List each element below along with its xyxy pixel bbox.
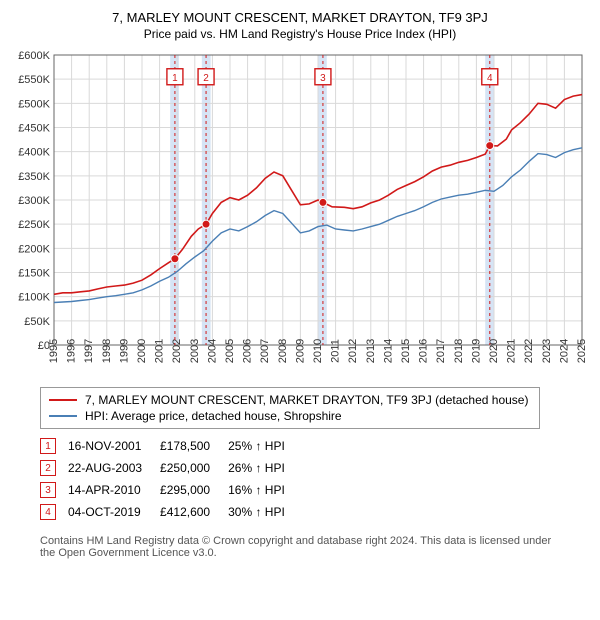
legend-label: 7, MARLEY MOUNT CRESCENT, MARKET DRAYTON… (85, 393, 528, 407)
x-tick-label: 2018 (453, 339, 465, 363)
row-date: 22-AUG-2003 (68, 457, 160, 479)
y-tick-label: £150K (18, 268, 50, 280)
y-tick-label: £100K (18, 292, 50, 304)
legend-label: HPI: Average price, detached house, Shro… (85, 409, 342, 423)
x-tick-label: 2007 (259, 339, 271, 363)
table-row: 3 14-APR-2010£295,00016% ↑ HPI (40, 479, 303, 501)
x-tick-label: 1996 (66, 339, 78, 363)
y-tick-label: £550K (18, 74, 50, 86)
x-tick-label: 2006 (242, 339, 254, 363)
legend-row: HPI: Average price, detached house, Shro… (49, 408, 531, 424)
row-date: 16-NOV-2001 (68, 435, 160, 457)
x-tick-label: 2024 (558, 339, 570, 363)
x-tick-label: 2013 (365, 339, 377, 363)
y-tick-label: £350K (18, 171, 50, 183)
x-tick-label: 2008 (277, 339, 289, 363)
x-tick-label: 2003 (189, 339, 201, 363)
x-tick-label: 1999 (118, 339, 130, 363)
x-tick-label: 2014 (382, 339, 394, 363)
x-tick-label: 2023 (541, 339, 553, 363)
x-tick-label: 1998 (101, 339, 113, 363)
row-date: 04-OCT-2019 (68, 501, 160, 523)
x-tick-label: 2005 (224, 339, 236, 363)
footer-attribution: Contains HM Land Registry data © Crown c… (40, 529, 560, 569)
row-price: £250,000 (160, 457, 228, 479)
transaction-marker-num: 3 (320, 73, 326, 84)
y-tick-label: £300K (18, 195, 50, 207)
transactions-table: 1 16-NOV-2001£178,50025% ↑ HPI 2 22-AUG-200… (40, 435, 592, 523)
x-tick-label: 2010 (312, 339, 324, 363)
y-tick-label: £500K (18, 98, 50, 110)
transaction-marker-num: 1 (172, 73, 178, 84)
row-marker: 2 (40, 460, 56, 476)
legend: 7, MARLEY MOUNT CRESCENT, MARKET DRAYTON… (40, 387, 540, 429)
x-tick-label: 2016 (418, 339, 430, 363)
x-tick-label: 2011 (330, 339, 342, 363)
y-tick-label: £450K (18, 123, 50, 135)
chart-svg: £0£50K£100K£150K£200K£250K£300K£350K£400… (8, 49, 592, 379)
row-date: 14-APR-2010 (68, 479, 160, 501)
x-tick-label: 2015 (400, 339, 412, 363)
row-price: £295,000 (160, 479, 228, 501)
row-delta: 25% ↑ HPI (228, 435, 303, 457)
x-tick-label: 1997 (83, 339, 95, 363)
row-marker: 1 (40, 438, 56, 454)
legend-swatch (49, 415, 77, 417)
transaction-marker-num: 4 (487, 73, 493, 84)
x-tick-label: 2017 (435, 339, 447, 363)
row-delta: 30% ↑ HPI (228, 501, 303, 523)
y-tick-label: £400K (18, 147, 50, 159)
legend-swatch (49, 399, 77, 401)
table-row: 2 22-AUG-2003£250,00026% ↑ HPI (40, 457, 303, 479)
transaction-marker-num: 2 (203, 73, 209, 84)
x-tick-label: 2000 (136, 339, 148, 363)
x-tick-label: 2001 (154, 339, 166, 363)
x-tick-label: 2020 (488, 339, 500, 363)
page-title: 7, MARLEY MOUNT CRESCENT, MARKET DRAYTON… (8, 10, 592, 25)
row-marker: 3 (40, 482, 56, 498)
page-subtitle: Price paid vs. HM Land Registry's House … (8, 27, 592, 41)
x-tick-label: 2022 (523, 339, 535, 363)
transaction-point (202, 220, 210, 228)
y-tick-label: £250K (18, 219, 50, 231)
row-price: £412,600 (160, 501, 228, 523)
y-tick-label: £50K (24, 316, 50, 328)
transaction-point (486, 142, 494, 150)
x-tick-label: 2019 (470, 339, 482, 363)
x-tick-label: 2009 (294, 339, 306, 363)
row-delta: 26% ↑ HPI (228, 457, 303, 479)
transaction-point (171, 255, 179, 263)
table-row: 4 04-OCT-2019£412,60030% ↑ HPI (40, 501, 303, 523)
table-row: 1 16-NOV-2001£178,50025% ↑ HPI (40, 435, 303, 457)
x-tick-label: 2021 (506, 339, 518, 363)
transaction-point (319, 198, 327, 206)
y-tick-label: £200K (18, 243, 50, 255)
x-tick-label: 2004 (206, 339, 218, 363)
price-chart: £0£50K£100K£150K£200K£250K£300K£350K£400… (8, 49, 592, 379)
legend-row: 7, MARLEY MOUNT CRESCENT, MARKET DRAYTON… (49, 392, 531, 408)
row-marker: 4 (40, 504, 56, 520)
x-tick-label: 2002 (171, 339, 183, 363)
row-delta: 16% ↑ HPI (228, 479, 303, 501)
x-tick-label: 2012 (347, 339, 359, 363)
row-price: £178,500 (160, 435, 228, 457)
y-tick-label: £600K (18, 50, 50, 62)
